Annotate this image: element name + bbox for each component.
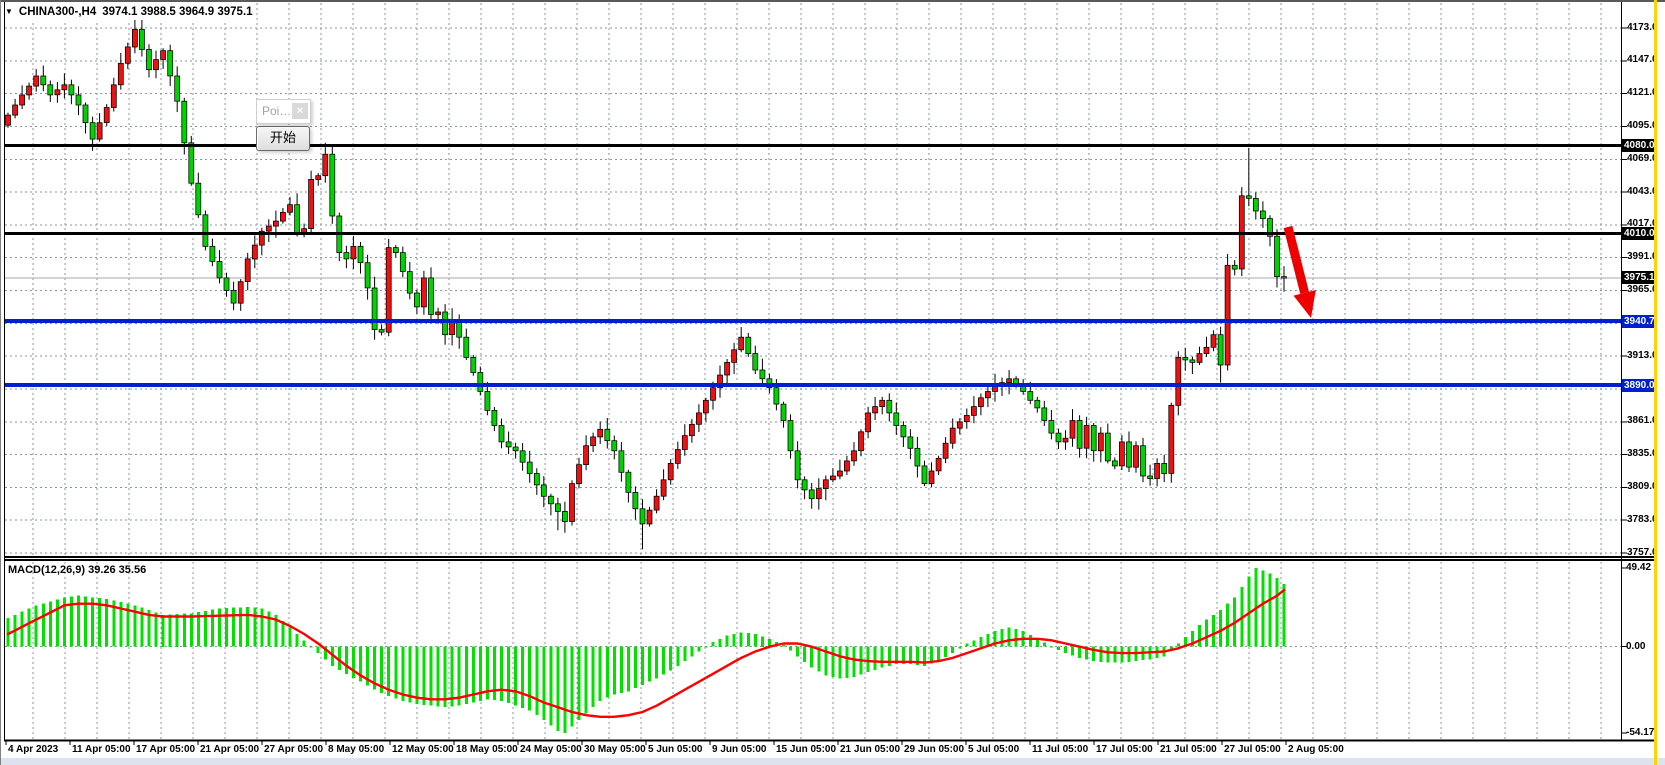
start-button[interactable]: 开始: [256, 126, 310, 151]
time-tick-label: 18 May 05:00: [456, 744, 518, 755]
time-tick-label: 17 Apr 05:00: [136, 744, 196, 755]
price-tick-label: 4147.0: [1627, 54, 1658, 65]
time-tick-label: 15 Jun 05:00: [776, 744, 837, 755]
time-tick-label: 30 May 05:00: [584, 744, 646, 755]
price-tick-label: 4017.0: [1627, 218, 1658, 229]
grid-vertical: [32, 3, 1602, 740]
macd-histogram: [6, 568, 1286, 733]
price-tick-label: 3835.0: [1627, 448, 1658, 459]
price-tick-label: 3991.0: [1627, 251, 1658, 262]
window-edge-highlight: [1654, 0, 1657, 765]
panel-separators[interactable]: [4, 556, 1654, 742]
time-tick-label: 9 Jun 05:00: [712, 744, 767, 755]
script-popup: Poi… × 开始: [256, 99, 311, 151]
time-tick-label: 29 Jun 05:00: [904, 744, 965, 755]
time-tick-label: 17 Jul 05:00: [1096, 744, 1153, 755]
price-badge-4010.0: 4010.0: [1622, 227, 1657, 240]
bottom-strip: [0, 758, 1665, 765]
price-tick-label: 4043.0: [1627, 186, 1658, 197]
symbol-dropdown-icon[interactable]: ▼: [5, 6, 13, 16]
macd-tick-label: -54.17: [1626, 727, 1655, 738]
price-badge-3890.0: 3890.0: [1622, 379, 1657, 392]
chart-title-bar: ▼ CHINA300-,H4 3974.1 3988.5 3964.9 3975…: [5, 3, 255, 20]
time-tick-label: 2 Aug 05:00: [1288, 744, 1344, 755]
price-tick-label: 4095.0: [1627, 120, 1658, 131]
plot-borders: [4, 2, 1622, 741]
time-tick-label: 27 Jul 05:00: [1224, 744, 1281, 755]
time-tick-label: 24 May 05:00: [520, 744, 582, 755]
price-tick-label: 4069.0: [1627, 153, 1658, 164]
time-tick-label: 4 Apr 2023: [8, 744, 59, 755]
time-tick-label: 5 Jul 05:00: [968, 744, 1020, 755]
price-tick-label: 3913.0: [1627, 350, 1658, 361]
macd-tick-label: 0.00: [1626, 641, 1646, 652]
price-tick-label: 4121.0: [1627, 87, 1658, 98]
price-tick-label: 3965.0: [1627, 284, 1658, 295]
time-tick-label: 21 Jul 05:00: [1160, 744, 1217, 755]
time-tick-label: 21 Apr 05:00: [200, 744, 260, 755]
price-tick-label: 4173.0: [1627, 22, 1658, 33]
down-arrow-annotation[interactable]: [1283, 225, 1316, 318]
price-badge-3975.1: 3975.1: [1622, 271, 1657, 284]
time-tick-label: 11 Jul 05:00: [1032, 744, 1089, 755]
time-tick-label: 11 Apr 05:00: [72, 744, 131, 755]
ohlc-values: 3974.1 3988.5 3964.9 3975.1: [102, 5, 253, 18]
macd-indicator-label: MACD(12,26,9) 39.26 35.56: [8, 564, 147, 576]
grid-horizontal: [5, 27, 1621, 554]
candles: [5, 28, 1287, 525]
time-tick-label: 12 May 05:00: [392, 744, 454, 755]
candle-wicks: [7, 17, 1285, 550]
popup-title-bar[interactable]: Poi… ×: [256, 99, 311, 124]
price-tick-label: 3861.0: [1627, 415, 1658, 426]
window-left-border: [0, 0, 1, 765]
price-tick-label: 3809.0: [1627, 481, 1658, 492]
macd-signal-line: [6, 588, 1286, 718]
price-tick-label: 3783.0: [1627, 514, 1658, 525]
popup-title: Poi…: [262, 104, 292, 118]
time-tick-label: 27 Apr 05:00: [264, 744, 324, 755]
macd-tick-label: 49.42: [1626, 562, 1652, 573]
close-icon[interactable]: ×: [292, 103, 308, 119]
time-tick-label: 5 Jun 05:00: [648, 744, 703, 755]
time-tick-label: 21 Jun 05:00: [840, 744, 901, 755]
price-badge-4080.0: 4080.0: [1622, 139, 1657, 152]
symbol-period-label: CHINA300-,H4: [18, 5, 97, 18]
time-tick-label: 8 May 05:00: [328, 744, 385, 755]
price-badge-3940.7: 3940.7: [1622, 315, 1657, 328]
price-tick-label: 3757.0: [1627, 547, 1658, 558]
